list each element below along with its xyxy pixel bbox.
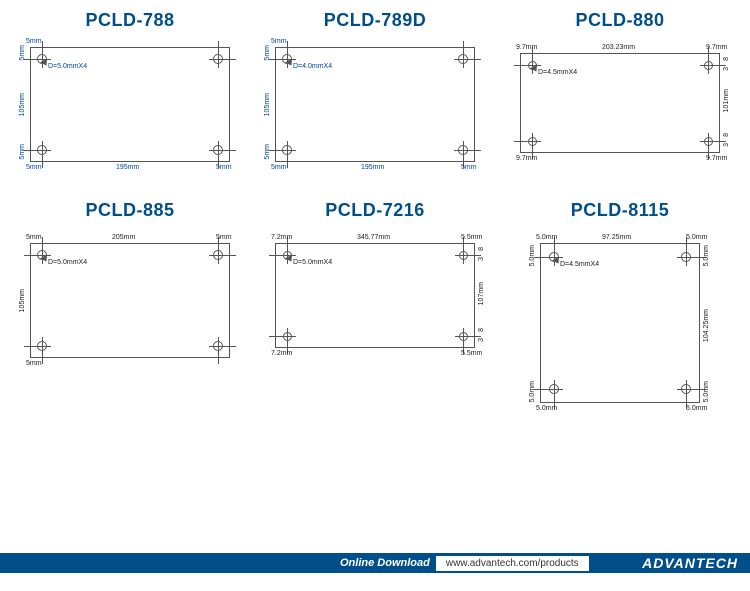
- dimension-label: 5mm: [271, 164, 287, 171]
- hole-spec-label: D=5.0mmX4: [48, 63, 87, 70]
- extension-line: [218, 237, 219, 264]
- dimension-label: 5mm: [26, 360, 42, 367]
- dimension-label: 5mm: [19, 144, 26, 160]
- dimension-label: 9.7mm: [706, 155, 727, 162]
- diagram-title: PCLD-885: [85, 200, 174, 221]
- dimension-label: 5mm: [26, 38, 42, 45]
- dimension-label: 105mm: [19, 289, 26, 312]
- diagram-cell-2: PCLD-880 D=4.5mmX4 9.7mm 9.7mm 9.7mm 9.7mm 203…: [505, 10, 735, 180]
- footer-left: Online Download www.advantech.com/produc…: [340, 556, 589, 571]
- dimension-label: 5.0mm: [703, 245, 710, 266]
- diagram-cell-0: PCLD-788D=5.0mmX45mm5mm5mm195mm105mm5mm5…: [15, 10, 245, 180]
- mounting-diagram: D=5.0mmX45mm5mm5mm195mm105mm5mm5mm: [18, 39, 242, 180]
- dimension-label: 8: [723, 57, 730, 61]
- extension-line: [287, 141, 288, 168]
- dimension-label: 5mm: [216, 164, 232, 171]
- mounting-diagram: D=4.0mmX45mm5mm5mm195mm105mm5mm5mm: [263, 39, 487, 180]
- diagram-title: PCLD-880: [575, 10, 664, 31]
- extension-line: [218, 41, 219, 68]
- dimension-label: 8: [478, 328, 485, 332]
- dimension-label: 5.0mm: [529, 381, 536, 402]
- dimension-label: 3: [478, 338, 485, 342]
- footer-label: Online Download: [340, 557, 430, 569]
- mounting-diagram: D=5.0mmX4 5mm 5mm 5mm 205mm 105mm: [18, 229, 242, 382]
- diagram-cell-4: PCLD-7216 D=5.0mmX4 7.2mm 5.5mm 7.2mm 5.5mm 34…: [260, 200, 490, 427]
- dimension-label: 5.0mm: [686, 234, 707, 241]
- extension-line: [218, 337, 219, 364]
- dimension-label: 104.25mm: [703, 309, 710, 342]
- mounting-diagram: D=4.5mmX45.0mm5.0mm5.0mm5.0mm97.25mm104.…: [512, 229, 728, 427]
- hole-spec-label: D=4.5mmX4: [560, 261, 599, 268]
- dimension-label: 7.2mm: [271, 234, 292, 241]
- dimension-label: 5.5mm: [461, 234, 482, 241]
- dimension-label: 5mm: [271, 38, 287, 45]
- diagram-grid: PCLD-788D=5.0mmX45mm5mm5mm195mm105mm5mm5…: [0, 0, 750, 427]
- dimension-label: 5mm: [461, 164, 477, 171]
- dimension-label: 205mm: [112, 234, 135, 241]
- dimension-label: 5mm: [264, 45, 271, 61]
- dimension-label: 105mm: [264, 93, 271, 116]
- diagram-title: PCLD-788: [85, 10, 174, 31]
- hole-spec-label: D=5.0mmX4: [293, 259, 332, 266]
- diagram-cell-1: PCLD-789DD=4.0mmX45mm5mm5mm195mm105mm5mm…: [260, 10, 490, 180]
- dimension-label: 5mm: [26, 234, 42, 241]
- dimension-label: 5.0mm: [686, 405, 707, 412]
- diagram-cell-5: PCLD-8115D=4.5mmX45.0mm5.0mm5.0mm5.0mm97…: [505, 200, 735, 427]
- dimension-label: 107mm: [478, 282, 485, 305]
- dimension-label: 3: [723, 143, 730, 147]
- hole-spec-label: D=4.5mmX4: [538, 69, 577, 76]
- extension-line: [463, 41, 464, 68]
- dimension-label: 5mm: [19, 45, 26, 61]
- dimension-label: 5.0mm: [536, 234, 557, 241]
- diagram-cell-3: PCLD-885 D=5.0mmX4 5mm 5mm 5mm 205mm 105mm: [15, 200, 245, 427]
- dimension-label: 5mm: [264, 144, 271, 160]
- mounting-diagram: D=4.5mmX4 9.7mm 9.7mm 9.7mm 9.7mm 203.23mm 101…: [508, 39, 732, 177]
- diagram-title: PCLD-7216: [325, 200, 425, 221]
- dimension-label: 9.7mm: [516, 44, 537, 51]
- dimension-label: 5.0mm: [536, 405, 557, 412]
- dimension-label: 8: [723, 133, 730, 137]
- mounting-diagram: D=5.0mmX4 7.2mm 5.5mm 7.2mm 5.5mm 345.77mm 107…: [263, 229, 487, 372]
- board-outline: [520, 53, 720, 153]
- dimension-label: 101mm: [723, 89, 730, 112]
- dimension-label: 5.0mm: [529, 245, 536, 266]
- dimension-label: 8: [478, 247, 485, 251]
- diagram-title: PCLD-8115: [571, 200, 670, 221]
- dimension-label: 203.23mm: [602, 44, 635, 51]
- footer-bar: Online Download www.advantech.com/produc…: [0, 553, 750, 573]
- diagram-title: PCLD-789D: [324, 10, 427, 31]
- extension-line: [42, 141, 43, 168]
- footer-url[interactable]: www.advantech.com/products: [436, 556, 589, 571]
- extension-line: [42, 337, 43, 364]
- dimension-label: 5.5mm: [461, 350, 482, 357]
- dimension-label: 5.0mm: [703, 381, 710, 402]
- dimension-label: 97.25mm: [602, 234, 631, 241]
- dimension-label: 105mm: [19, 93, 26, 116]
- dimension-label: 9.7mm: [706, 44, 727, 51]
- dimension-label: 3: [723, 67, 730, 71]
- dimension-label: 5mm: [216, 234, 232, 241]
- dimension-label: 195mm: [116, 164, 139, 171]
- dimension-label: 345.77mm: [357, 234, 390, 241]
- dimension-label: 9.7mm: [516, 155, 537, 162]
- dimension-label: 3: [478, 257, 485, 261]
- dimension-label: 7.2mm: [271, 350, 292, 357]
- extension-line: [686, 237, 687, 266]
- dimension-label: 5mm: [26, 164, 42, 171]
- hole-spec-label: D=4.0mmX4: [293, 63, 332, 70]
- hole-spec-label: D=5.0mmX4: [48, 259, 87, 266]
- dimension-label: 195mm: [361, 164, 384, 171]
- advantech-logo: ADVANTECH: [642, 555, 738, 571]
